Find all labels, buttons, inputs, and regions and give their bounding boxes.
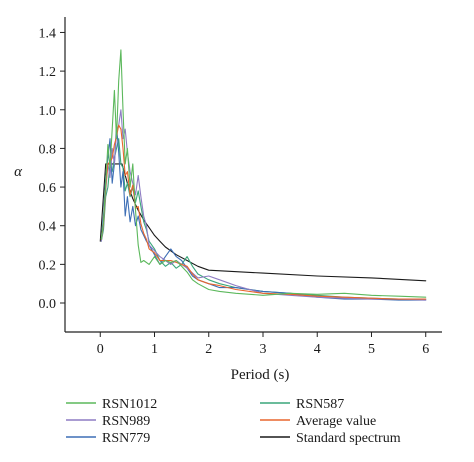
x-tick-label: 3 xyxy=(259,342,266,357)
legend: RSN1012 RSN989 RSN779 RSN587 Average value St… xyxy=(66,397,401,446)
x-tick-label: 6 xyxy=(422,342,429,357)
x-tick-label: 4 xyxy=(314,342,321,357)
legend-label-rsn989: RSN989 xyxy=(102,414,150,429)
series-line-average-value xyxy=(100,124,427,300)
y-tick-label: 0.6 xyxy=(39,181,57,196)
legend-label-rsn587: RSN587 xyxy=(296,397,344,412)
x-axis-label: Period (s) xyxy=(231,367,290,383)
y-tick-label: 1.2 xyxy=(39,65,57,80)
series-line-standard-spectrum xyxy=(99,163,427,282)
y-tick-label: 1.4 xyxy=(39,26,57,41)
y-tick-label: 0.2 xyxy=(39,258,57,273)
x-tick-label: 0 xyxy=(97,342,104,357)
y-tick-label: 0.8 xyxy=(39,142,57,157)
legend-label-average-value: Average value xyxy=(296,414,376,429)
series-line-rsn587 xyxy=(100,138,427,300)
series-line-rsn779 xyxy=(100,124,427,301)
x-tick-label: 1 xyxy=(151,342,158,357)
legend-label-rsn779: RSN779 xyxy=(102,431,150,446)
legend-label-rsn1012: RSN1012 xyxy=(102,397,157,412)
y-tick-label: 1.0 xyxy=(39,104,57,119)
x-tick-label: 2 xyxy=(205,342,212,357)
x-tick-label: 5 xyxy=(368,342,375,357)
y-tick-label: 0.0 xyxy=(39,297,57,312)
legend-label-standard-spectrum: Standard spectrum xyxy=(296,431,401,446)
axes: 0.0 0.2 0.4 0.6 0.8 1.0 1.2 1.4 0 1 2 3 4 5 6 xyxy=(39,17,442,357)
series-line-rsn1012 xyxy=(100,49,427,298)
y-tick-label: 0.4 xyxy=(39,220,57,235)
series-layer xyxy=(99,49,427,301)
series-line-rsn989 xyxy=(100,109,427,301)
y-axis-label: α xyxy=(14,164,23,180)
